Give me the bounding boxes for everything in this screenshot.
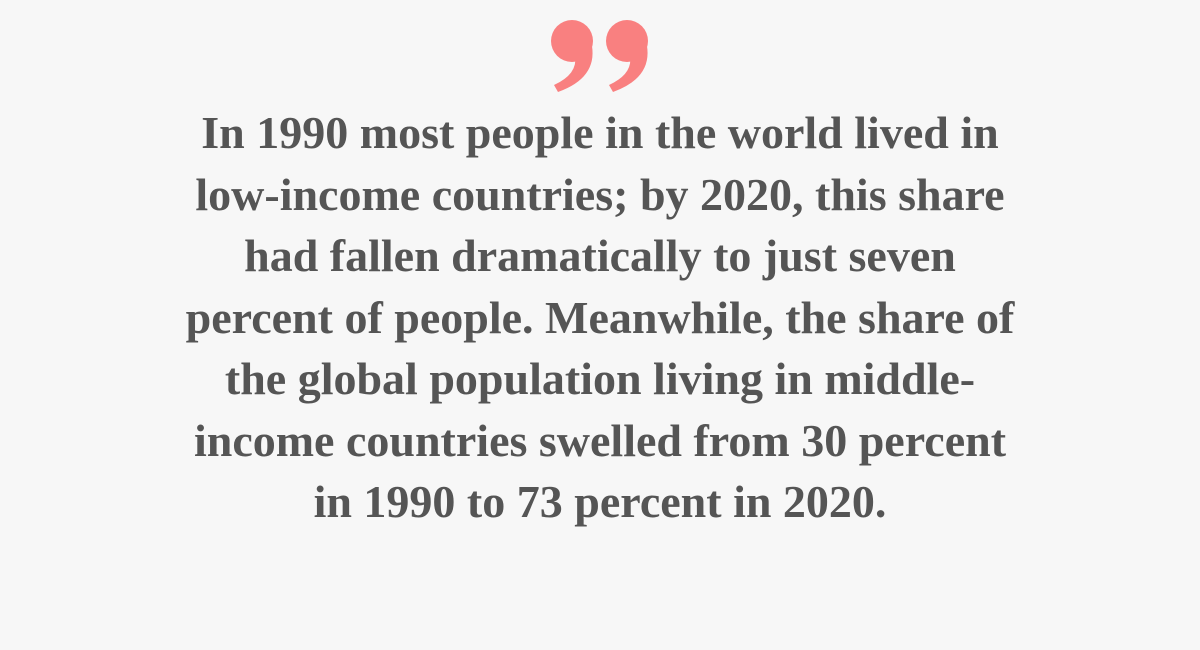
quote-text: In 1990 most people in the world lived i…: [0, 102, 1200, 533]
quote-line: low-income countries; by 2020, this shar…: [195, 168, 1005, 220]
quote-line: In 1990 most people in the world lived i…: [201, 107, 999, 158]
quote-line: percent of people. Meanwhile, the share …: [185, 291, 1015, 343]
quote-mark: [551, 20, 648, 92]
quote-line: in 1990 to 73 percent in 2020.: [313, 476, 887, 527]
quote-line: the global population living in middle-: [224, 353, 976, 404]
quote-line: income countries swelled from 30 percent: [193, 414, 1007, 466]
quote-line: had fallen dramatically to just seven: [244, 230, 956, 281]
